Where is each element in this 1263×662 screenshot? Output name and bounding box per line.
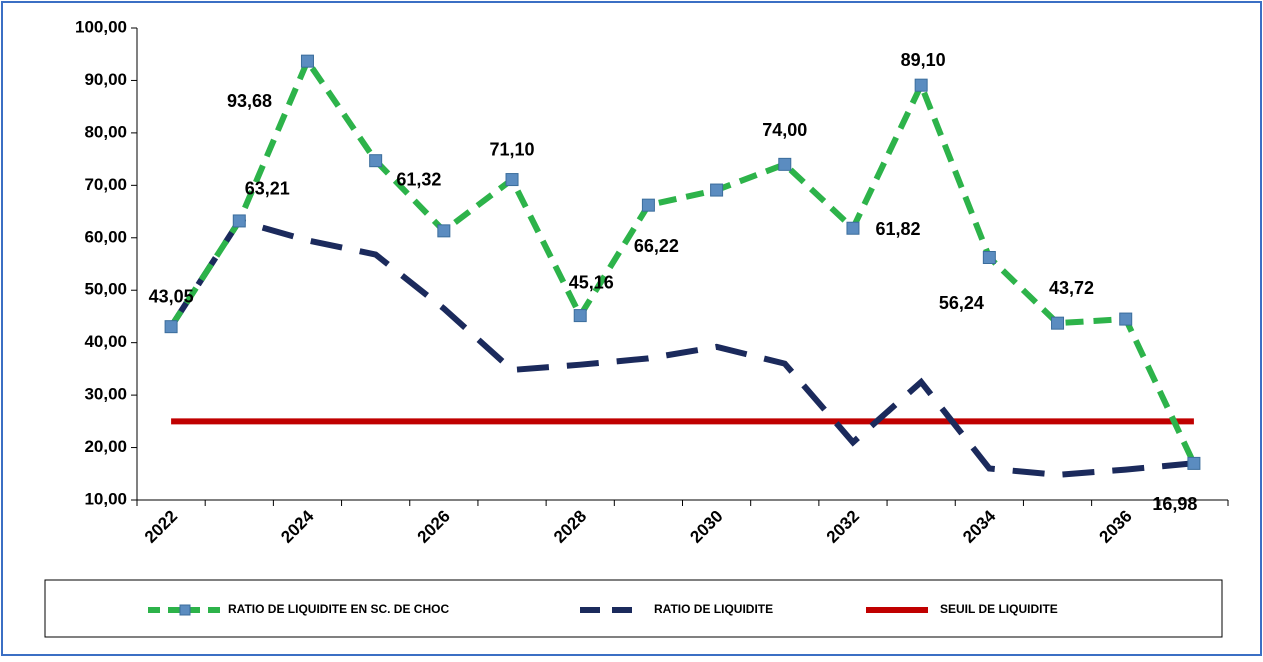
value-label: 61,82 [875, 219, 920, 239]
point-marker [1119, 312, 1133, 326]
value-label: 61,32 [396, 170, 441, 190]
value-label: 56,24 [939, 293, 984, 313]
y-tick-label: 70,00 [84, 175, 127, 194]
legend-box [44, 579, 1223, 638]
value-label: 43,05 [149, 286, 194, 306]
y-tick-label: 80,00 [84, 122, 127, 141]
value-label: 89,10 [901, 50, 946, 70]
y-tick-label: 100,00 [75, 17, 127, 36]
point-marker [164, 320, 178, 334]
point-marker [369, 154, 383, 168]
value-label: 71,10 [490, 139, 535, 159]
point-marker [710, 183, 724, 197]
point-marker [300, 54, 314, 68]
point-marker [573, 309, 587, 323]
y-tick-label: 10,00 [84, 489, 127, 508]
value-label: 43,72 [1049, 278, 1094, 298]
y-tick-label: 60,00 [84, 227, 127, 246]
value-label: 74,00 [762, 120, 807, 140]
point-marker [641, 198, 655, 212]
legend-label: RATIO DE LIQUIDITE [654, 602, 773, 616]
point-marker [505, 173, 519, 187]
y-tick-label: 90,00 [84, 70, 127, 89]
series-line [168, 54, 1197, 465]
point-marker [778, 157, 792, 171]
y-tick-label: 30,00 [84, 385, 127, 404]
legend-label: RATIO DE LIQUIDITE EN SC. DE CHOC [228, 602, 449, 616]
point-marker [232, 214, 246, 228]
point-marker [437, 224, 451, 238]
point-marker [914, 78, 928, 92]
point-marker [846, 221, 860, 235]
legend-label: SEUIL DE LIQUIDITE [940, 602, 1058, 616]
point-marker [1187, 456, 1201, 470]
legend-marker [179, 604, 191, 616]
value-label: 63,21 [245, 179, 290, 199]
series-line [168, 217, 1195, 478]
value-label: 45,16 [569, 272, 614, 292]
value-label: 93,68 [227, 91, 272, 111]
point-marker [982, 250, 996, 264]
y-tick-label: 40,00 [84, 332, 127, 351]
value-label: 66,22 [634, 236, 679, 256]
point-marker [1051, 316, 1065, 330]
y-tick-label: 50,00 [84, 280, 127, 299]
value-label: 16,98 [1152, 494, 1197, 514]
y-tick-label: 20,00 [84, 437, 127, 456]
